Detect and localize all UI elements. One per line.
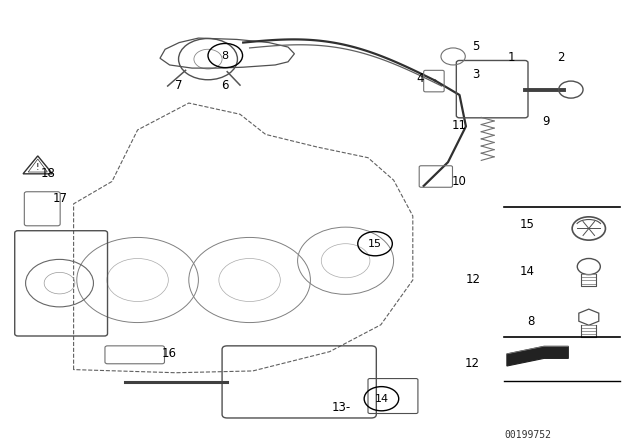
Text: 1: 1 [508, 51, 515, 64]
Text: 11: 11 [452, 119, 467, 132]
Text: 6: 6 [221, 78, 228, 92]
Text: 5: 5 [472, 39, 480, 53]
Text: 9: 9 [543, 115, 550, 129]
Text: 8: 8 [221, 51, 229, 60]
Text: 12: 12 [466, 273, 481, 286]
Text: 15: 15 [520, 217, 535, 231]
Text: 17: 17 [52, 191, 67, 205]
Text: 18: 18 [40, 167, 55, 181]
Text: 14: 14 [374, 394, 388, 404]
Text: 13-: 13- [332, 401, 351, 414]
Text: 15: 15 [368, 239, 382, 249]
Text: 16: 16 [161, 346, 176, 360]
Text: 2: 2 [557, 51, 564, 64]
Text: 14: 14 [520, 264, 535, 278]
Polygon shape [507, 346, 568, 366]
Text: 00199752: 00199752 [504, 431, 552, 440]
Text: !: ! [36, 163, 40, 172]
Text: 10: 10 [451, 175, 466, 189]
Text: 4: 4 [416, 72, 424, 86]
Text: 3: 3 [472, 68, 480, 82]
Text: 12: 12 [465, 357, 479, 370]
Text: 8: 8 [527, 314, 535, 328]
Text: 7: 7 [175, 78, 183, 92]
